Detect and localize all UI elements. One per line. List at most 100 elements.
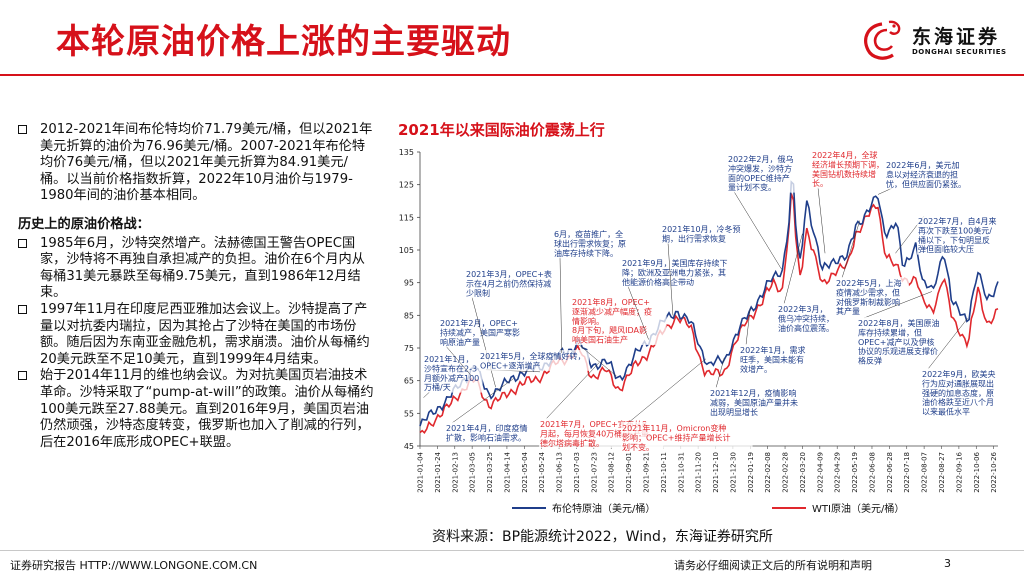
annotation-backdrop [661, 223, 750, 244]
annotation-text: 美国钻机数持续增 [812, 169, 876, 179]
annotation-text: 量计划不变。 [728, 182, 776, 192]
y-tick-label: 125 [399, 181, 414, 190]
annotation-text: 逐渐减少减产幅度；疫 [572, 306, 652, 316]
annotation-text: 球出行需求恢复；原 [554, 238, 626, 248]
x-tick-label: 2021-12-30 [729, 452, 737, 493]
annotation-text: 2021年4月，印度疫情 [446, 423, 527, 433]
x-tick-label: 2021-07-23 [590, 452, 598, 493]
annotation-leader [451, 378, 515, 424]
annotation-text: 2022年5月，上海 [836, 278, 901, 288]
x-tick-label: 2022-05-19 [851, 452, 859, 493]
x-tick-label: 2022-10-26 [990, 451, 998, 492]
annotation-text: 划不变。 [622, 442, 654, 452]
bullet-square-icon [18, 125, 27, 134]
y-tick-label: 95 [404, 279, 414, 288]
annotation-backdrop [739, 344, 813, 375]
annotation-text: 再次下跌至100美元/ [918, 225, 992, 235]
annotation-text: 2022年7月，自4月来 [918, 216, 997, 226]
annotation-text: 2021年11月，Omicron变种 [622, 423, 726, 433]
annotation-text: 沙特宣布在2-3 [424, 363, 477, 373]
annotation-leader [423, 391, 431, 398]
annotation-leader [445, 346, 472, 376]
annotation-text: 疫情减少需求，但 [836, 287, 900, 297]
company-logo: 东海证券 DONGHAI SECURITIES [858, 18, 1008, 64]
annotation-text: 2021年3月，OPEC+表 [466, 269, 552, 279]
annotation-text: 息以对经济衰退的担 [886, 169, 958, 179]
annotation-text: 油价高位震荡。 [778, 323, 834, 333]
annotation-text: 对俄罗斯制裁影响 [836, 297, 900, 307]
annotation-backdrop [921, 368, 1003, 417]
x-tick-label: 2022-07-18 [903, 452, 911, 493]
x-tick-label: 2022-10-06 [973, 451, 981, 492]
annotation-text: 德尔塔病毒扩散。 [540, 438, 604, 448]
annotation-text: 示在4月之前仍然保持减 [466, 278, 551, 288]
annotation-leader [877, 187, 893, 195]
annotation-leader [733, 191, 782, 270]
x-tick-label: 2022-02-08 [764, 452, 772, 493]
chart-title: 2021年以来国际油价震荡上行 [398, 121, 605, 139]
x-tick-label: 2022-06-08 [868, 452, 876, 493]
bullet-square-icon [18, 238, 27, 248]
x-tick-label: 2022-09-16 [955, 451, 963, 492]
y-tick-label: 105 [399, 246, 414, 255]
annotation-text: 2021年7月，OPEC+宣布从8 [540, 419, 647, 429]
y-tick-label: 45 [404, 442, 414, 451]
annotation-text: 行为应对通胀展现出 [922, 378, 994, 388]
annotation-text: 2021年9月，美国库存持续下 [622, 258, 727, 268]
slide-title: 本轮原油价格上涨的主要驱动 [56, 22, 511, 62]
annotation-backdrop [811, 149, 885, 189]
annotation-leader [545, 362, 600, 420]
annotation-text: 弹但面临较大压 [918, 244, 974, 254]
y-tick-label: 75 [404, 344, 414, 353]
annotation-text: 持续减产，美国严寒影 [440, 327, 520, 337]
x-tick-label: 2022-06-28 [886, 452, 894, 493]
annotation-text: 其产量 [836, 306, 860, 316]
bullet-text: 1997年11月在印度尼西亚雅加达会议上。沙特提高了产量以对抗委内瑞拉，因为其抢… [40, 301, 370, 367]
annotation-text: 2021年5月，全球疫情好转， [480, 351, 585, 361]
annotation-backdrop [479, 350, 589, 371]
x-tick-label: 2021-10-11 [660, 452, 668, 493]
annotation-text: 以来最低水平 [922, 407, 970, 417]
bullet-square-icon [18, 304, 27, 314]
annotation-text: 8月下旬，飓风IDA影 [572, 325, 647, 335]
x-tick-label: 2021-11-20 [695, 452, 703, 493]
bullet-square-icon [18, 371, 27, 381]
title-divider [0, 74, 1024, 76]
annotation-leader [577, 343, 617, 377]
annotation-text: 影响；OPEC+维持产量增长计 [622, 432, 730, 442]
annotation-text: 忧，但供应面仍紧张。 [886, 179, 966, 189]
annotation-leader [927, 318, 968, 370]
annotation-text: 冲突爆发，沙特方 [728, 163, 792, 173]
bullet-price-comparison: 2012-2021年间布伦特均价71.79美元/桶，但以2021年美元折算的油价… [14, 122, 374, 205]
annotation-text: 扩散，影响石油需求。 [446, 432, 526, 442]
x-tick-label: 2021-09-21 [642, 452, 650, 493]
footer-divider [0, 550, 1024, 551]
x-tick-label: 2022-08-27 [938, 452, 946, 493]
history-heading: 历史上的原油价格战： [18, 216, 150, 232]
bullet-text: 1985年6月，沙特突然增产。法赫德国王警告OPEC国家，沙特将不再独自承担减产… [40, 235, 365, 301]
annotation-leader [559, 257, 562, 353]
x-tick-label: 2021-07-03 [573, 452, 581, 493]
annotation-leader [667, 242, 674, 316]
x-tick-label: 2021-01-04 [417, 451, 425, 492]
x-tick-label: 2021-06-13 [556, 452, 564, 493]
annotation-backdrop [621, 257, 731, 288]
x-tick-label: 2021-02-13 [451, 452, 459, 493]
annotation-leader [863, 291, 933, 319]
annotation-text: 2022年1月，需求 [740, 345, 805, 355]
x-tick-label: 2021-03-05 [469, 452, 477, 493]
annotation-text: 2021年10月，冷冬预 [662, 224, 741, 234]
annotation-backdrop [835, 277, 909, 317]
bullet-text: 始于2014年11月的维也纳会议。为对抗美国页岩油技术革命。沙特采取了“pump… [40, 368, 374, 450]
annotation-leader [745, 307, 751, 346]
annotation-text: 2022年4月，全球 [812, 150, 877, 160]
annotation-text: 桶以下，下旬明显反 [918, 235, 990, 245]
series-line-brent [419, 180, 999, 427]
bullet-2014: 始于2014年11月的维也纳会议。为对抗美国页岩油技术革命。沙特采取了“pump… [14, 368, 374, 451]
annotation-text: 响美国石油生产 [572, 335, 628, 345]
annotation-text: 经济增长预期下调， [812, 159, 884, 169]
annotation-text: 情影响。 [572, 316, 604, 326]
left-text-panel: 2012-2021年间布伦特均价71.79美元/桶，但以2021年美元折算的油价… [14, 122, 374, 451]
annotation-text: 协议的乐观进展支撑价 [858, 346, 938, 356]
annotation-text: 2022年9月，欧美央 [922, 369, 995, 379]
